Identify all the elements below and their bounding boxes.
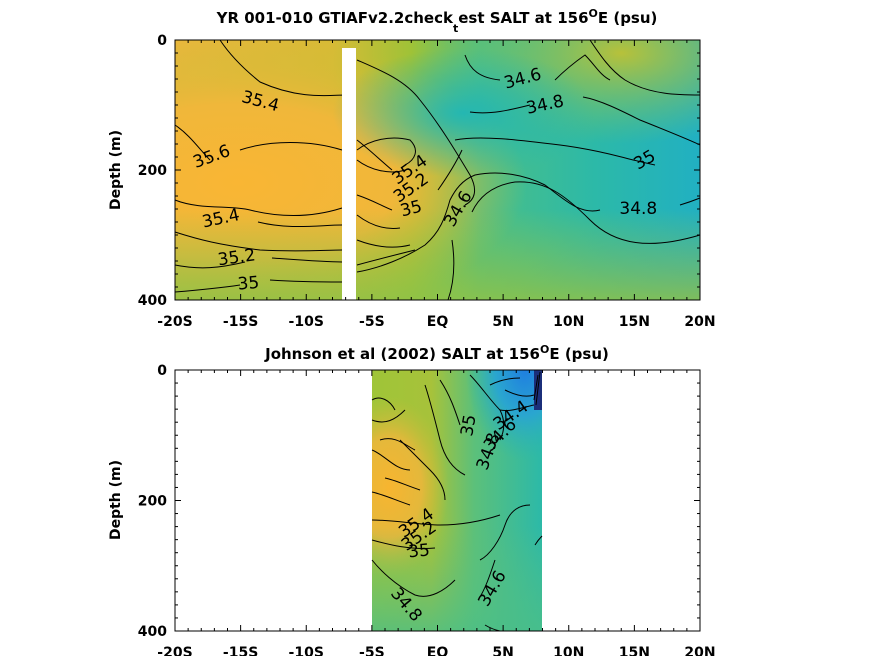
bottom-contour-lines [371,371,543,632]
bottom-y-ticks [175,369,700,632]
top-y-tick-labels: 0 200 400 [138,33,167,309]
x-tick-label: -10S [289,645,324,656]
top-salinity-field [175,40,700,300]
bottom-salinity-field [372,370,542,631]
contour-label: 34.8 [619,199,657,219]
y-tick-label: 0 [157,363,167,379]
bottom-x-ticks [174,370,701,631]
x-tick-label: -15S [223,645,258,656]
top-panel-title: YR 001-010 GTIAFv2.2checktest SALT at 15… [216,7,658,35]
x-tick-label: 5N [492,645,513,656]
x-tick-label: 5N [492,314,513,330]
x-tick-label: -15S [223,314,258,330]
top-data-gap [342,48,356,303]
x-tick-label: 20N [684,314,715,330]
y-tick-label: 200 [138,163,167,179]
x-tick-label: 10N [553,645,584,656]
x-tick-label: 20N [684,645,715,656]
top-x-ticks [174,40,701,300]
top-panel: YR 001-010 GTIAFv2.2checktest SALT at 15… [108,7,716,330]
top-contour-lines [174,39,701,301]
x-tick-label: -5S [359,645,385,656]
bottom-y-tick-labels: 0 200 400 [138,363,167,640]
top-x-tick-labels: -20S -15S -10S -5S EQ 5N 10N 15N 20N [157,314,715,330]
contour-label: 35 [457,413,480,438]
y-tick-label: 400 [138,293,167,309]
top-y-ticks [175,39,700,301]
x-tick-label: -5S [359,314,385,330]
x-tick-label: 15N [619,645,650,656]
y-tick-label: 200 [138,494,167,510]
top-y-axis-label: Depth (m) [108,130,124,210]
contour-label: 35 [407,540,430,562]
x-tick-label: 10N [553,314,584,330]
bottom-y-axis-label: Depth (m) [108,460,124,540]
x-tick-label: EQ [427,314,449,330]
x-tick-label: -20S [157,645,192,656]
x-tick-label: -20S [157,314,192,330]
bottom-panel-title: Johnson et al (2002) SALT at 156OE (psu) [264,343,609,363]
contour-label: 35 [237,273,260,295]
y-tick-label: 0 [157,33,167,49]
x-tick-label: -10S [289,314,324,330]
bottom-panel: Johnson et al (2002) SALT at 156OE (psu) [108,343,716,656]
x-tick-label: 15N [619,314,650,330]
x-tick-label: EQ [427,645,449,656]
y-tick-label: 400 [138,624,167,640]
bottom-x-tick-labels: -20S -15S -10S -5S EQ 5N 10N 15N 20N [157,645,715,656]
